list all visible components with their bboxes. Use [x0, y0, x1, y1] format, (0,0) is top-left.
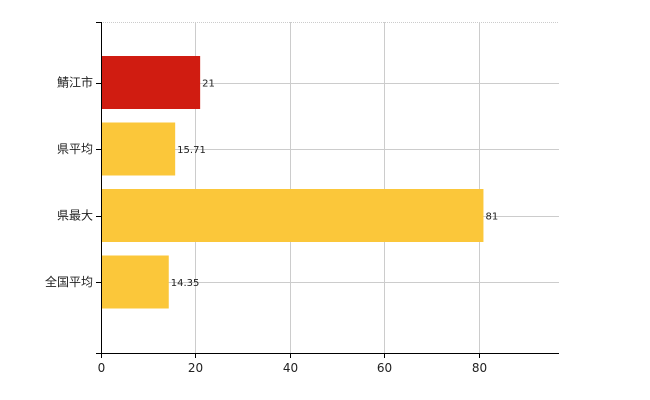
x-tick-label: 60: [377, 361, 392, 375]
bar-2: [101, 189, 484, 242]
bar-value-label: 15.71: [177, 145, 206, 156]
x-tick-label: 80: [472, 361, 487, 375]
y-tick-label: 鯖江市: [57, 75, 93, 90]
y-tick-label: 県最大: [57, 209, 93, 223]
y-tick-label: 県平均: [57, 142, 93, 156]
grid-lines: [101, 22, 559, 353]
x-tick-label: 0: [98, 361, 106, 375]
bar-value-label: 21: [202, 79, 215, 90]
y-tick-label: 全国平均: [45, 274, 93, 289]
bar-0: [101, 56, 201, 109]
bar-1: [101, 122, 176, 176]
x-tick-label: 40: [283, 361, 298, 375]
bar-3: [101, 255, 169, 309]
axes: [101, 22, 559, 354]
bar-value-label: 81: [485, 212, 498, 223]
bars: [101, 56, 484, 309]
labels: 21 鯖江市 15.71 県平均 81 県最大 14.35 全国平均 0 20 40 60 80: [45, 22, 498, 375]
x-tick-label: 20: [188, 361, 203, 375]
bar-value-label: 14.35: [171, 278, 200, 289]
